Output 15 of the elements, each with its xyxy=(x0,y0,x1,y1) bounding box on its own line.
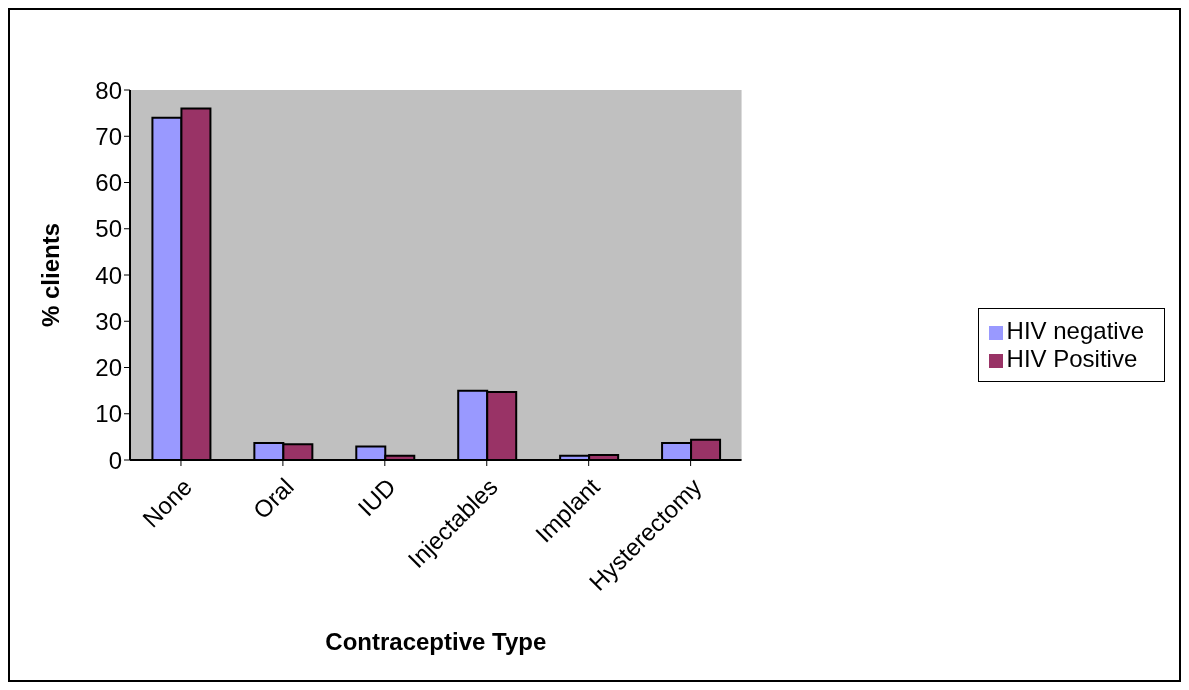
y-tick-label: 0 xyxy=(108,446,122,474)
y-tick-label: 30 xyxy=(95,307,122,335)
x-axis-title: Contraceptive Type xyxy=(325,628,547,655)
x-tick-label: Oral xyxy=(247,472,299,525)
y-tick-label: 60 xyxy=(95,169,122,197)
y-tick-label: 20 xyxy=(95,354,122,382)
y-axis-title: % clients xyxy=(36,222,64,328)
x-tick-label: IUD xyxy=(352,472,401,522)
y-tick-label: 70 xyxy=(95,122,122,150)
legend-label: HIV Positive xyxy=(1006,345,1138,372)
legend-label: HIV negative xyxy=(1006,317,1144,344)
y-tick-label: 50 xyxy=(95,215,122,243)
y-tick-label: 40 xyxy=(95,261,122,289)
y-tick-label: 80 xyxy=(95,76,122,104)
y-tick-label: 10 xyxy=(95,400,122,428)
